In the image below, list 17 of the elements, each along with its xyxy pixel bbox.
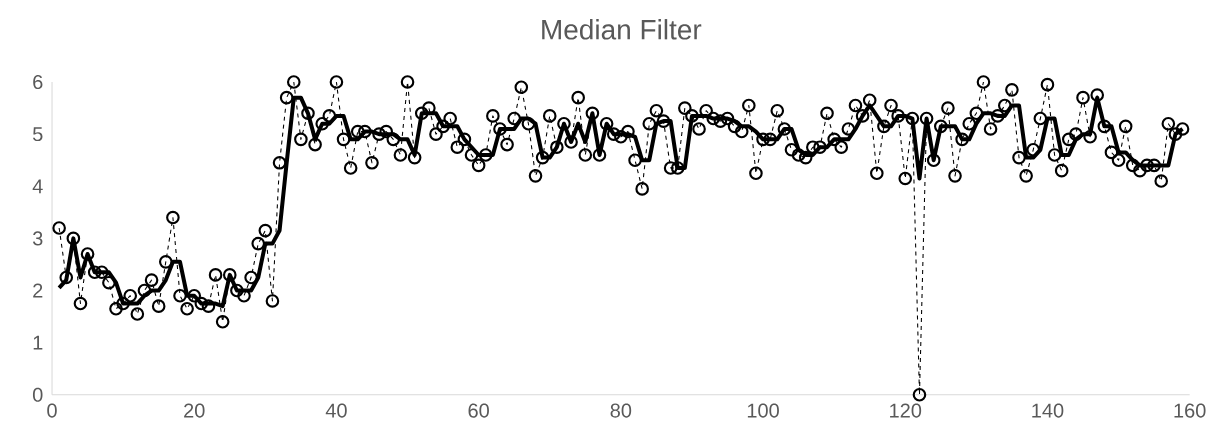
y-tick-label: 1: [33, 335, 43, 350]
chart-title: Median Filter: [542, 19, 702, 40]
x-tick-label: 60: [468, 403, 489, 418]
y-tick-label: 6: [33, 75, 43, 90]
y-tick-label: 5: [32, 127, 43, 142]
x-tick-label: 160: [1174, 403, 1206, 418]
x-tick-label: 100: [747, 403, 779, 418]
y-tick-label: 0: [32, 387, 43, 402]
y-tick-label: 4: [32, 179, 43, 194]
x-tick-label: 80: [610, 403, 632, 418]
x-tick-label: 140: [1032, 403, 1064, 418]
x-tick-label: 40: [325, 403, 347, 418]
x-tick-label: 20: [184, 403, 205, 418]
y-tick-label: 2: [33, 283, 43, 298]
x-tick-label: 0: [47, 403, 57, 418]
y-tick-label: 3: [32, 231, 43, 246]
x-tick-label: 120: [890, 403, 922, 418]
